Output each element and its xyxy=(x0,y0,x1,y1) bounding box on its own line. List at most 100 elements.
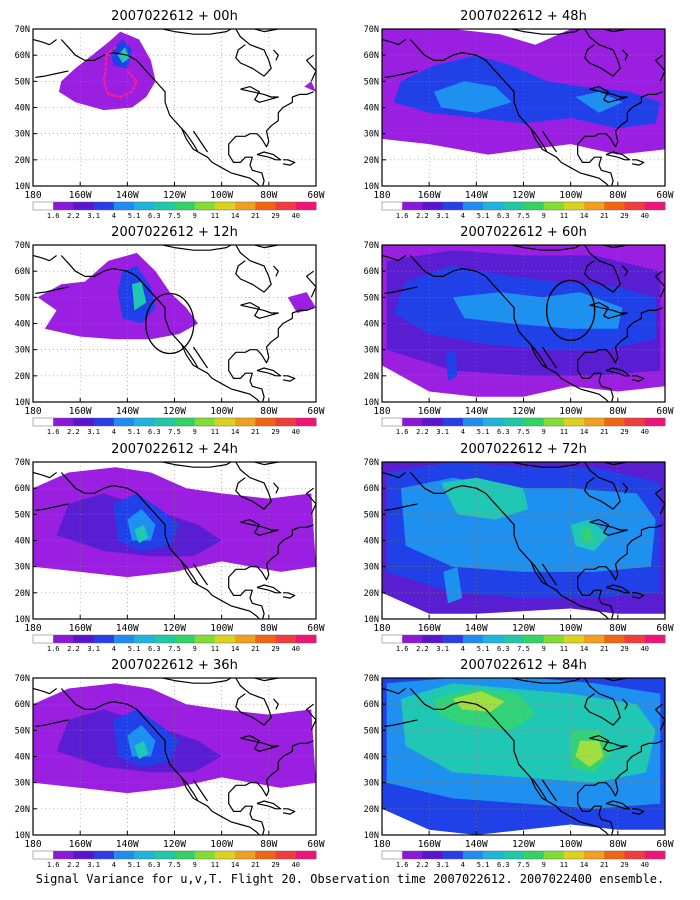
colorbar-swatch xyxy=(174,202,196,210)
longitude-tick-label: 160W xyxy=(69,406,92,417)
colorbar-tick-label: 1.6 xyxy=(47,645,60,653)
latitude-tick-label: 10N xyxy=(364,831,379,841)
colorbar-tick-label: 9 xyxy=(542,212,546,220)
colorbar-swatch xyxy=(442,851,464,859)
colorbar-tick-label: 29 xyxy=(620,428,628,436)
colorbar-tick-label: 21 xyxy=(600,212,608,220)
colorbar-swatch xyxy=(255,418,277,426)
colorbar-swatch xyxy=(442,202,464,210)
colorbar-swatch xyxy=(33,418,54,426)
coastline xyxy=(577,740,663,835)
longitude-tick-label: 60W xyxy=(656,406,673,417)
colorbar-tick-label: 14 xyxy=(580,645,588,653)
colorbar-swatch xyxy=(624,851,646,859)
coastline xyxy=(60,472,261,619)
latitude-tick-label: 60N xyxy=(15,700,30,710)
longitude-tick-label: 160W xyxy=(69,623,92,634)
colorbar-tick-label: 11 xyxy=(560,428,568,436)
coastline xyxy=(254,29,279,33)
colorbar-tick-label: 9 xyxy=(542,645,546,653)
latitude-tick-label: 50N xyxy=(364,77,379,87)
colorbar-tick-label: 11 xyxy=(560,212,568,220)
colorbar-swatch xyxy=(382,635,403,643)
colorbar-tick-label: 2.2 xyxy=(416,861,429,869)
coastline xyxy=(631,592,645,599)
coastline xyxy=(228,307,314,402)
colorbar-swatch xyxy=(402,418,423,426)
colorbar-tick-label: 29 xyxy=(271,861,279,869)
colorbar-swatch xyxy=(523,418,545,426)
coastline xyxy=(35,70,69,78)
colorbar-swatch xyxy=(422,418,444,426)
colorbar-swatch xyxy=(214,418,236,426)
longitude-tick-label: 80W xyxy=(609,190,626,201)
colorbar-tick-label: 6.3 xyxy=(148,212,161,220)
colorbar-swatch xyxy=(584,635,605,643)
longitude-tick-label: 180 xyxy=(24,839,41,850)
colorbar-tick-label: 21 xyxy=(600,428,608,436)
variance-contour xyxy=(287,292,316,313)
colorbar-swatch xyxy=(113,202,135,210)
colorbar-swatch xyxy=(624,635,646,643)
colorbar-tick-label: 14 xyxy=(231,861,239,869)
longitude-tick-label: 160W xyxy=(418,190,441,201)
coastline xyxy=(382,687,406,695)
colorbar-swatch xyxy=(154,851,175,859)
verification-region-circle xyxy=(546,279,596,342)
longitude-tick-label: 140W xyxy=(465,406,488,417)
colorbar-tick-label: 1.6 xyxy=(47,861,60,869)
colorbar-swatch xyxy=(422,851,444,859)
colorbar-swatch xyxy=(584,418,605,426)
colorbar-swatch xyxy=(295,418,317,426)
colorbar-tick-label: 7.5 xyxy=(168,861,181,869)
coastline xyxy=(603,678,628,682)
coastline xyxy=(584,245,621,293)
map-background xyxy=(33,29,316,186)
longitude-tick-label: 120W xyxy=(163,623,186,634)
colorbar-tick-label: 9 xyxy=(193,212,197,220)
latitude-tick-label: 40N xyxy=(15,537,30,547)
coastline xyxy=(541,346,557,369)
colorbar-tick-label: 40 xyxy=(641,212,649,220)
coastline xyxy=(181,561,199,586)
longitude-tick-label: 60W xyxy=(656,190,673,201)
latitude-tick-label: 10N xyxy=(364,398,379,408)
variance-contour xyxy=(127,509,156,541)
longitude-tick-label: 80W xyxy=(260,190,277,201)
latitude-tick-label: 20N xyxy=(364,805,379,815)
colorbar-frame xyxy=(381,634,666,644)
colorbar-swatch xyxy=(503,635,524,643)
coastline xyxy=(631,159,645,166)
coastline xyxy=(35,719,69,727)
colorbar-tick-label: 5.1 xyxy=(128,428,141,436)
latitude-tick-label: 40N xyxy=(364,537,379,547)
colorbar-swatch xyxy=(563,418,585,426)
coastline xyxy=(622,49,628,61)
coastline xyxy=(33,254,57,262)
longitude-tick-label: 60W xyxy=(307,190,324,201)
longitude-tick-label: 140W xyxy=(465,190,488,201)
latitude-tick-label: 10N xyxy=(364,182,379,192)
latitude-tick-label: 40N xyxy=(15,320,30,330)
colorbar-tick-label: 4 xyxy=(112,428,116,436)
colorbar-tick-label: 2.2 xyxy=(67,428,80,436)
longitude-tick-label: 60W xyxy=(307,623,324,634)
coastline xyxy=(240,735,279,752)
longitude-tick-label: 180 xyxy=(24,190,41,201)
coastline xyxy=(306,703,316,731)
colorbar-swatch xyxy=(235,635,256,643)
longitude-tick-label: 120W xyxy=(163,406,186,417)
coastline xyxy=(60,255,261,402)
latitude-tick-label: 10N xyxy=(364,615,379,625)
colorbar-swatch xyxy=(113,418,135,426)
coastline xyxy=(228,740,314,835)
variance-contour xyxy=(580,527,595,544)
colorbar-tick-label: 11 xyxy=(211,212,219,220)
colorbar-tick-label: 3.1 xyxy=(436,861,449,869)
variance-contour xyxy=(452,691,505,712)
longitude-tick-label: 80W xyxy=(609,406,626,417)
colorbar-swatch xyxy=(462,418,484,426)
coastline xyxy=(603,462,628,466)
coastline xyxy=(235,29,272,77)
coastline xyxy=(282,808,296,815)
